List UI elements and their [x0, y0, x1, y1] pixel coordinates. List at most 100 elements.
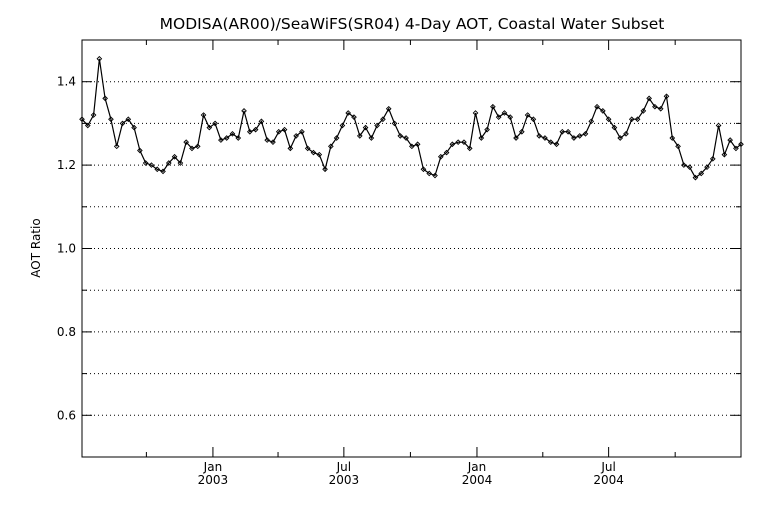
- data-point: [368, 135, 375, 141]
- data-point: [490, 103, 496, 110]
- data-point: [316, 151, 323, 158]
- data-point: [90, 112, 97, 118]
- data-point: [617, 135, 624, 141]
- y-tick-label: 1.2: [57, 158, 76, 172]
- data-point: [530, 116, 537, 123]
- data-point: [599, 108, 606, 114]
- data-point: [518, 128, 525, 135]
- x-tick-label-month: Jul: [336, 460, 351, 474]
- data-point: [461, 139, 467, 146]
- data-point: [310, 149, 317, 156]
- data-point: [137, 147, 143, 154]
- data-point: [223, 135, 230, 141]
- data-point: [165, 160, 172, 166]
- data-point: [339, 122, 346, 129]
- data-point: [692, 174, 699, 181]
- data-point: [432, 172, 438, 179]
- data-point: [559, 128, 566, 135]
- data-point: [356, 133, 363, 139]
- data-point: [484, 126, 490, 133]
- series-line: [81, 58, 742, 179]
- x-tick-label-month: Jan: [203, 460, 223, 474]
- x-tick-label-month: Jul: [600, 460, 615, 474]
- data-point: [466, 145, 473, 152]
- data-point: [154, 166, 161, 173]
- data-point: [333, 135, 340, 141]
- data-point: [501, 110, 508, 116]
- data-point: [403, 135, 409, 141]
- data-point: [576, 133, 583, 139]
- data-point: [634, 116, 641, 123]
- data-point: [108, 116, 114, 123]
- data-point: [397, 133, 404, 139]
- data-point: [322, 166, 328, 173]
- data-point: [189, 145, 195, 152]
- data-point: [304, 145, 311, 152]
- data-point: [212, 120, 218, 127]
- data-point: [229, 130, 236, 137]
- data-point: [623, 130, 629, 137]
- data-point: [206, 124, 213, 131]
- data-point: [264, 137, 271, 143]
- data-point: [183, 139, 190, 146]
- data-point: [686, 164, 693, 171]
- data-point: [119, 120, 126, 127]
- data-point: [362, 124, 369, 131]
- data-point: [148, 162, 155, 168]
- data-point: [669, 135, 676, 141]
- x-tick-label-year: 2003: [329, 473, 360, 487]
- data-point: [495, 114, 502, 120]
- data-point: [414, 141, 421, 148]
- x-tick-label-year: 2004: [593, 473, 624, 487]
- data-point: [588, 118, 595, 125]
- y-axis: 0.6 0.8 1.0 1.2 1.4: [57, 75, 741, 422]
- x-tick-label-year: 2004: [462, 473, 493, 487]
- data-point: [258, 118, 265, 125]
- data-point: [241, 108, 247, 114]
- x-tick-label-month: Jan: [467, 460, 487, 474]
- data-point: [270, 139, 276, 146]
- data-point: [252, 126, 259, 133]
- data-point: [472, 110, 479, 116]
- data-point: [565, 128, 571, 135]
- data-point: [611, 124, 618, 131]
- data-point: [628, 116, 635, 123]
- data-point: [455, 139, 461, 146]
- data-point: [113, 143, 120, 150]
- data-point: [351, 114, 357, 120]
- data-point: [738, 141, 744, 148]
- data-point: [374, 122, 380, 129]
- data-point: [605, 116, 612, 123]
- data-point: [131, 124, 137, 131]
- y-tick-label: 0.6: [57, 408, 76, 422]
- data-point: [275, 128, 282, 135]
- y-tick-label: 0.8: [57, 325, 76, 339]
- data-point: [380, 116, 386, 123]
- data-point: [200, 112, 207, 118]
- data-point: [102, 95, 108, 102]
- data-point: [478, 135, 485, 141]
- data-point: [698, 170, 705, 177]
- data-point: [715, 122, 722, 129]
- data-point: [218, 137, 224, 143]
- data-point: [420, 166, 427, 173]
- data-point: [582, 130, 589, 137]
- data-point: [547, 139, 554, 146]
- data-point: [385, 105, 392, 112]
- data-point: [507, 114, 514, 120]
- data-point: [704, 164, 710, 171]
- data-point: [142, 160, 149, 166]
- data-point: [733, 145, 739, 152]
- data-point: [177, 160, 184, 166]
- data-point: [299, 128, 305, 135]
- chart-title: MODISA(AR00)/SeaWiFS(SR04) 4-Day AOT, Co…: [160, 15, 665, 33]
- data-point: [281, 126, 288, 133]
- series-group: [79, 55, 744, 181]
- data-point: [246, 128, 253, 135]
- y-tick-label: 1.4: [57, 75, 76, 89]
- data-point: [663, 93, 670, 100]
- data-point: [160, 168, 166, 175]
- data-point: [640, 108, 647, 114]
